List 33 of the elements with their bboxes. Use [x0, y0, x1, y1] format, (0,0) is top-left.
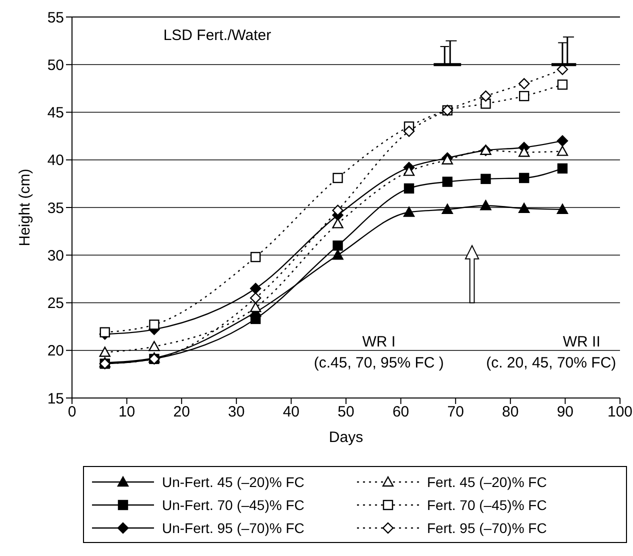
x-tick-label: 10: [118, 404, 136, 421]
x-axis-title: Days: [328, 429, 364, 446]
x-tick-label: 70: [447, 404, 464, 421]
legend-label: Un-Fert. 95 (–70)% FC: [162, 520, 304, 536]
legend-label: Fert. 70 (–45)% FC: [427, 496, 547, 512]
x-tick-label: 40: [282, 404, 300, 421]
legend-label: Un-Fert. 70 (–45)% FC: [162, 496, 304, 512]
annotation: LSD Fert./Water: [163, 26, 272, 44]
y-tick-label: 25: [47, 295, 64, 312]
y-axis-title: Height (cm): [16, 168, 34, 246]
y-tick-label: 50: [47, 56, 64, 74]
x-tick-label: 60: [392, 404, 410, 421]
legend-label: Fert. 45 (–20)% FC: [427, 474, 547, 490]
y-tick-label: 55: [47, 9, 64, 26]
annotation: WR II: [562, 334, 600, 351]
x-tick-label: 80: [502, 404, 519, 421]
annotation: (c.45, 70, 95% FC ): [314, 354, 444, 372]
y-tick-label: 30: [47, 247, 64, 264]
x-tick-label: 90: [556, 404, 574, 421]
y-tick-label: 35: [47, 200, 64, 217]
legend-label: Fert. 95 (–70)% FC: [427, 520, 547, 536]
annotation: (c. 20, 45, 70% FC): [486, 354, 616, 372]
x-tick-label: 30: [228, 404, 245, 421]
y-tick-label: 45: [47, 104, 64, 122]
annotation: WR I: [362, 334, 396, 351]
x-tick-label: 0: [68, 404, 76, 421]
y-tick-label: 15: [47, 390, 64, 408]
y-tick-label: 20: [47, 342, 64, 360]
y-tick-label: 40: [47, 152, 64, 170]
x-tick-label: 50: [338, 404, 354, 421]
x-tick-label: 20: [173, 404, 190, 421]
legend-label: Un-Fert. 45 (–20)% FC: [162, 474, 304, 490]
x-tick-label: 100: [607, 404, 633, 421]
